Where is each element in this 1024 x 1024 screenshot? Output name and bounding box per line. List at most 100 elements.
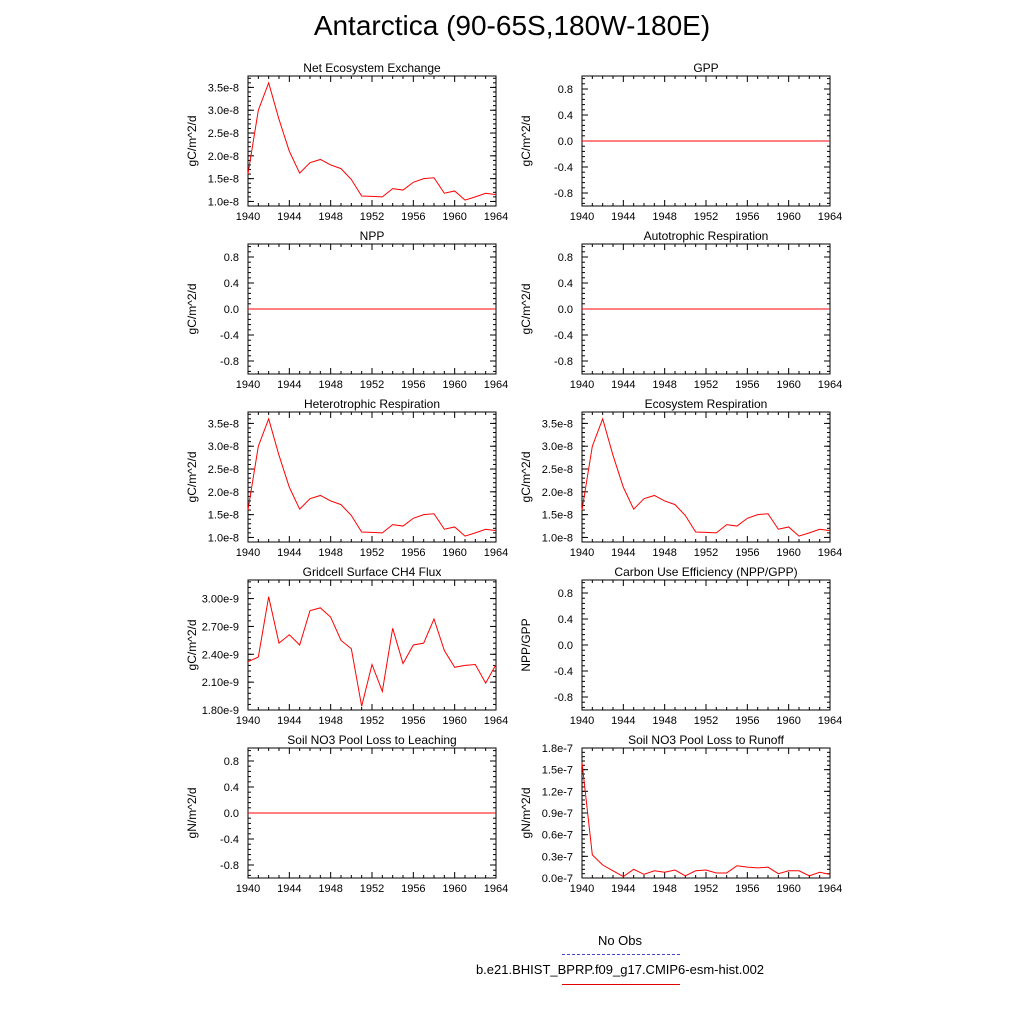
- legend-no-obs-line: [562, 954, 680, 955]
- legend-no-obs-label: No Obs: [597, 933, 643, 948]
- panel-1-ytick-label: 1.0e-8: [208, 196, 239, 208]
- panel-8-xtick-label: 1952: [694, 715, 718, 727]
- panel-8-xtick-label: 1964: [818, 715, 842, 727]
- panel-3-xtick-label: 1952: [360, 379, 384, 391]
- panel-8-ytick-label: -0.4: [554, 666, 573, 678]
- panel-10-ytick-label: 1.2e-7: [542, 786, 573, 798]
- panel-5-ytick-label: 1.5e-8: [208, 510, 239, 522]
- panel-6: Ecosystem Respiration gC/m^2/d 1940 1944 194…: [519, 397, 842, 559]
- panel-2-ytick-label: 0.0: [558, 136, 573, 148]
- panel-3-xtick-label: 1956: [401, 379, 425, 391]
- panel-2-ytick-label: 0.8: [558, 84, 573, 96]
- panel-2-xtick-label: 1956: [735, 211, 759, 223]
- panel-2: GPP gC/m^2/d 1940 1944 1948 1952 1956 1960 1964 -…: [519, 61, 842, 223]
- panel-10-xtick-label: 1960: [776, 883, 800, 895]
- panel-7-frame: [247, 579, 497, 711]
- panel-5-xtick-label: 1956: [401, 547, 425, 559]
- panel-6-frame: [581, 411, 831, 543]
- panel-3-ytick-label: -0.4: [220, 330, 239, 342]
- panel-6-ytick-label: 3.0e-8: [542, 441, 573, 453]
- panel-4-ytick-label: 0.0: [558, 304, 573, 316]
- panel-3-ylabel: gC/m^2/d: [185, 284, 199, 335]
- panel-9-ytick-label: -0.4: [220, 834, 239, 846]
- panel-3-ytick-label: -0.8: [220, 356, 239, 368]
- panel-1-ytick-label: 3.0e-8: [208, 105, 239, 117]
- panel-10-title: Soil NO3 Pool Loss to Runoff: [628, 733, 785, 747]
- panel-8-frame: [581, 579, 831, 711]
- panel-7-xtick-label: 1952: [360, 715, 384, 727]
- panel-8-xtick-label: 1944: [611, 715, 635, 727]
- panel-5-ytick-label: 3.0e-8: [208, 441, 239, 453]
- panel-10-ytick-label: 0.0e-7: [542, 873, 573, 885]
- panel-1-ytick-label: 3.5e-8: [208, 82, 239, 94]
- panel-1-ytick-label: 2.5e-8: [208, 128, 239, 140]
- panel-1-ytick-label: 1.5e-8: [208, 174, 239, 186]
- panel-8-xtick-label: 1960: [776, 715, 800, 727]
- panel-2-xtick-label: 1952: [694, 211, 718, 223]
- panel-10: Soil NO3 Pool Loss to Runoff gN/m^2/d 1940…: [519, 733, 842, 895]
- panel-3-xtick-label: 1964: [484, 379, 508, 391]
- panel-5-series-line: [247, 417, 497, 537]
- panel-2-xtick-label: 1944: [611, 211, 635, 223]
- panel-5-xtick-label: 1948: [318, 547, 342, 559]
- panel-6-xtick-label: 1948: [652, 547, 676, 559]
- panel-10-ytick-label: 0.9e-7: [542, 808, 573, 820]
- panel-6-ytick-label: 3.5e-8: [542, 418, 573, 430]
- legend-case-line: [562, 984, 680, 985]
- panel-3: NPP gC/m^2/d 1940 1944 1948 1952 1956 1960 1964 -…: [185, 229, 508, 391]
- panel-4-ytick-label: -0.8: [554, 356, 573, 368]
- panel-5-xtick-label: 1940: [236, 547, 260, 559]
- panel-6-xtick-label: 1952: [694, 547, 718, 559]
- panel-1-xtick-label: 1940: [236, 211, 260, 223]
- panel-4-ylabel: gC/m^2/d: [519, 284, 533, 335]
- panel-6-xtick-label: 1964: [818, 547, 842, 559]
- panel-4-ytick-label: -0.4: [554, 330, 573, 342]
- panel-6-series-line: [581, 417, 831, 537]
- panel-5-ytick-label: 2.0e-8: [208, 487, 239, 499]
- panel-9-xtick-label: 1952: [360, 883, 384, 895]
- panel-10-frame: [581, 747, 831, 879]
- panel-5-ylabel: gC/m^2/d: [185, 452, 199, 503]
- panel-4-xtick-label: 1964: [818, 379, 842, 391]
- panel-5-title: Heterotrophic Respiration: [304, 397, 440, 411]
- panel-8-ytick-label: -0.8: [554, 692, 573, 704]
- panel-8-title: Carbon Use Efficiency (NPP/GPP): [614, 565, 797, 579]
- panel-10-xtick-label: 1948: [652, 883, 676, 895]
- panel-9-xtick-label: 1956: [401, 883, 425, 895]
- panel-1: Net Ecosystem Exchange gC/m^2/d 1940 1944 19…: [185, 61, 508, 223]
- panel-9: Soil NO3 Pool Loss to Leaching gN/m^2/d 19…: [185, 733, 508, 895]
- panel-5: Heterotrophic Respiration gC/m^2/d 1940 194…: [185, 397, 508, 559]
- panel-1-xtick-label: 1952: [360, 211, 384, 223]
- panel-1-xtick-label: 1956: [401, 211, 425, 223]
- panel-3-title: NPP: [360, 229, 385, 243]
- panel-5-xtick-label: 1964: [484, 547, 508, 559]
- panel-7-xtick-label: 1944: [277, 715, 301, 727]
- panel-6-xtick-label: 1944: [611, 547, 635, 559]
- panel-8-xtick-label: 1956: [735, 715, 759, 727]
- panel-10-ytick-label: 1.8e-7: [542, 743, 573, 755]
- panel-8-xtick-label: 1948: [652, 715, 676, 727]
- panel-10-ytick-label: 1.5e-7: [542, 765, 573, 777]
- panel-5-frame: [247, 411, 497, 543]
- panel-7-ytick-label: 2.10e-9: [202, 677, 239, 689]
- panel-10-xtick-label: 1956: [735, 883, 759, 895]
- panel-10-xtick-label: 1964: [818, 883, 842, 895]
- panel-4-ytick-label: 0.8: [558, 252, 573, 264]
- panel-6-ytick-label: 2.5e-8: [542, 464, 573, 476]
- panel-10-xtick-label: 1952: [694, 883, 718, 895]
- panel-6-ytick-label: 1.0e-8: [542, 532, 573, 544]
- panel-7-xtick-label: 1948: [318, 715, 342, 727]
- panel-7-xtick-label: 1956: [401, 715, 425, 727]
- panel-1-series-line: [247, 81, 497, 201]
- panel-5-xtick-label: 1944: [277, 547, 301, 559]
- panel-8-ytick-label: 0.4: [558, 614, 573, 626]
- panel-7-ytick-label: 1.80e-9: [202, 705, 239, 717]
- panel-4-xtick-label: 1952: [694, 379, 718, 391]
- panel-4-xtick-label: 1944: [611, 379, 635, 391]
- panel-2-xtick-label: 1960: [776, 211, 800, 223]
- panel-1-title: Net Ecosystem Exchange: [303, 61, 441, 75]
- panel-1-frame: [247, 75, 497, 207]
- panel-3-ytick-label: 0.4: [224, 278, 239, 290]
- panel-1-ytick-label: 2.0e-8: [208, 151, 239, 163]
